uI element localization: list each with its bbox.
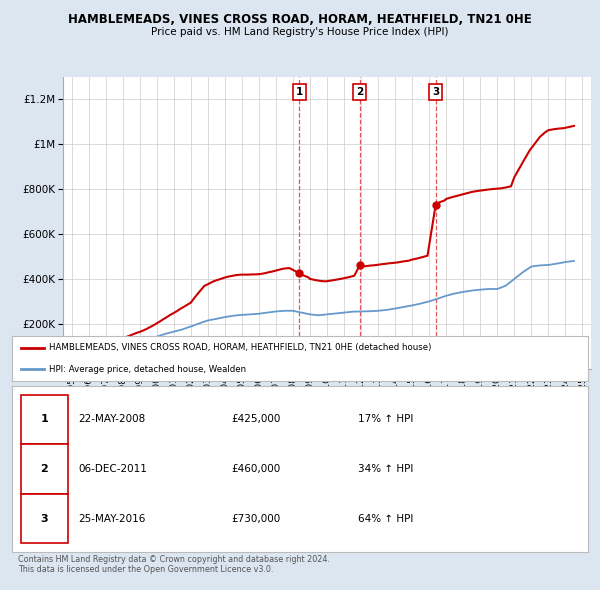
Text: 06-DEC-2011: 06-DEC-2011 (78, 464, 147, 474)
Text: 1: 1 (296, 87, 303, 97)
Text: £425,000: £425,000 (231, 415, 280, 424)
FancyBboxPatch shape (20, 444, 68, 494)
Text: 2: 2 (356, 87, 364, 97)
Text: 22-MAY-2008: 22-MAY-2008 (78, 415, 145, 424)
Text: 34% ↑ HPI: 34% ↑ HPI (358, 464, 413, 474)
Text: HAMBLEMEADS, VINES CROSS ROAD, HORAM, HEATHFIELD, TN21 0HE (detached house): HAMBLEMEADS, VINES CROSS ROAD, HORAM, HE… (49, 343, 432, 352)
Text: 2: 2 (40, 464, 48, 474)
Text: 25-MAY-2016: 25-MAY-2016 (78, 514, 146, 523)
FancyBboxPatch shape (20, 494, 68, 543)
Text: This data is licensed under the Open Government Licence v3.0.: This data is licensed under the Open Gov… (18, 565, 274, 574)
Text: 1: 1 (40, 415, 48, 424)
Text: Contains HM Land Registry data © Crown copyright and database right 2024.: Contains HM Land Registry data © Crown c… (18, 555, 330, 563)
FancyBboxPatch shape (20, 395, 68, 444)
Text: HAMBLEMEADS, VINES CROSS ROAD, HORAM, HEATHFIELD, TN21 0HE: HAMBLEMEADS, VINES CROSS ROAD, HORAM, HE… (68, 13, 532, 26)
Text: 64% ↑ HPI: 64% ↑ HPI (358, 514, 413, 523)
Text: 17% ↑ HPI: 17% ↑ HPI (358, 415, 413, 424)
Text: £460,000: £460,000 (231, 464, 280, 474)
Text: HPI: Average price, detached house, Wealden: HPI: Average price, detached house, Weal… (49, 365, 247, 373)
Text: 3: 3 (432, 87, 439, 97)
Text: £730,000: £730,000 (231, 514, 280, 523)
Text: Price paid vs. HM Land Registry's House Price Index (HPI): Price paid vs. HM Land Registry's House … (151, 27, 449, 37)
Text: 3: 3 (40, 514, 48, 523)
